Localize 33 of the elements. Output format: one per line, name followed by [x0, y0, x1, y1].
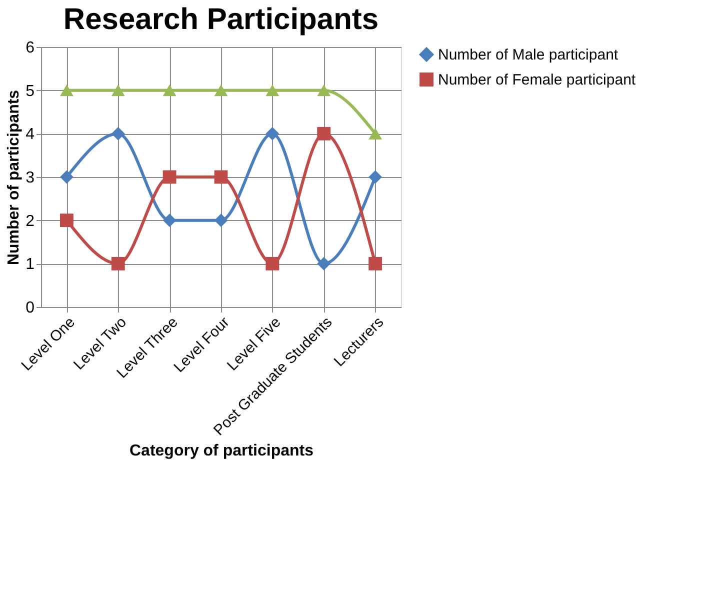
- point: [214, 214, 228, 228]
- point: [111, 256, 125, 270]
- y-tick-label: 6: [26, 40, 35, 56]
- y-axis-title: Number of participants: [6, 90, 23, 266]
- point: [111, 126, 125, 140]
- point: [317, 126, 331, 140]
- point: [162, 214, 176, 228]
- point: [266, 126, 280, 140]
- y-tick-label: 5: [26, 82, 35, 100]
- y-tick-label: 2: [26, 212, 35, 230]
- point: [317, 256, 331, 270]
- point: [162, 170, 176, 184]
- chart-title: Research Participants: [63, 3, 379, 36]
- point: [266, 84, 280, 96]
- point: [162, 84, 176, 96]
- point: [60, 214, 74, 228]
- point: [368, 128, 382, 140]
- y-tick-label: 1: [26, 256, 35, 274]
- x-axis-title: Category of participants: [129, 442, 314, 460]
- point: [60, 84, 74, 96]
- point: [111, 84, 125, 96]
- point: [214, 84, 228, 96]
- legend-label: Number of Male participant: [438, 46, 619, 64]
- point: [317, 84, 331, 96]
- y-tick-label: 3: [26, 170, 35, 186]
- point: [266, 256, 280, 270]
- point: [368, 256, 382, 270]
- point: [368, 170, 382, 184]
- point: [214, 170, 228, 184]
- y-tick-label: 0: [26, 300, 35, 316]
- point: [60, 170, 74, 184]
- legend-label: Number of Female participant: [438, 72, 636, 88]
- y-tick-label: 4: [26, 126, 35, 144]
